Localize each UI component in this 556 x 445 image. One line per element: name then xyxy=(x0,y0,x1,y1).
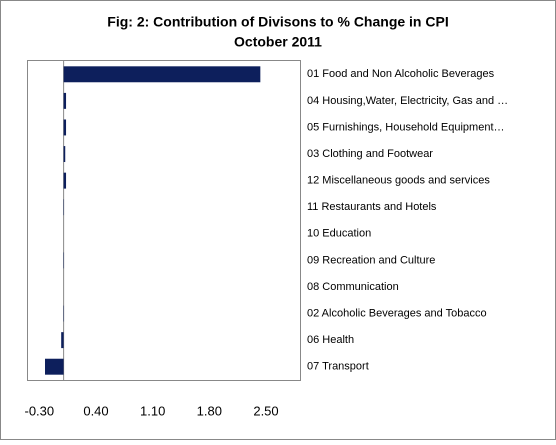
bar xyxy=(64,66,261,82)
category-label: 03 Clothing and Footwear xyxy=(307,148,433,160)
x-tick-label: 1.80 xyxy=(197,403,222,418)
bar xyxy=(64,119,66,135)
x-tick-label: 2.50 xyxy=(253,403,278,418)
x-tick-label: 1.10 xyxy=(140,403,165,418)
category-label: 04 Housing,Water, Electricity, Gas and … xyxy=(307,95,508,107)
category-label: 12 Miscellaneous goods and services xyxy=(307,175,490,187)
x-tick-label: 0.40 xyxy=(83,403,108,418)
category-label: 11 Restaurants and Hotels xyxy=(307,201,437,213)
bar xyxy=(45,359,64,375)
bar xyxy=(64,93,66,109)
bar xyxy=(64,173,66,189)
category-label: 01 Food and Non Alcoholic Beverages xyxy=(307,68,495,80)
category-label: 02 Alcoholic Beverages and Tobacco xyxy=(307,307,487,319)
category-label: 08 Communication xyxy=(307,281,399,293)
bar xyxy=(64,146,66,162)
chart-title: Fig: 2: Contribution of Divisons to % Ch… xyxy=(107,14,448,30)
category-label: 07 Transport xyxy=(307,361,369,373)
category-label: 10 Education xyxy=(307,228,371,240)
category-label: 09 Recreation and Culture xyxy=(307,254,435,266)
x-tick-label: -0.30 xyxy=(25,403,55,418)
bar xyxy=(61,332,63,348)
category-label: 06 Health xyxy=(307,334,354,346)
category-label: 05 Furnishings, Household Equipment… xyxy=(307,121,505,133)
chart-title: October 2011 xyxy=(234,34,322,50)
